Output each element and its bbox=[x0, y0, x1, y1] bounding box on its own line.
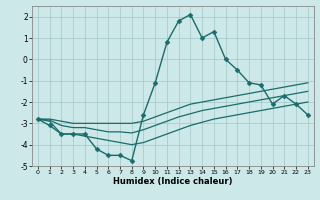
X-axis label: Humidex (Indice chaleur): Humidex (Indice chaleur) bbox=[113, 177, 233, 186]
